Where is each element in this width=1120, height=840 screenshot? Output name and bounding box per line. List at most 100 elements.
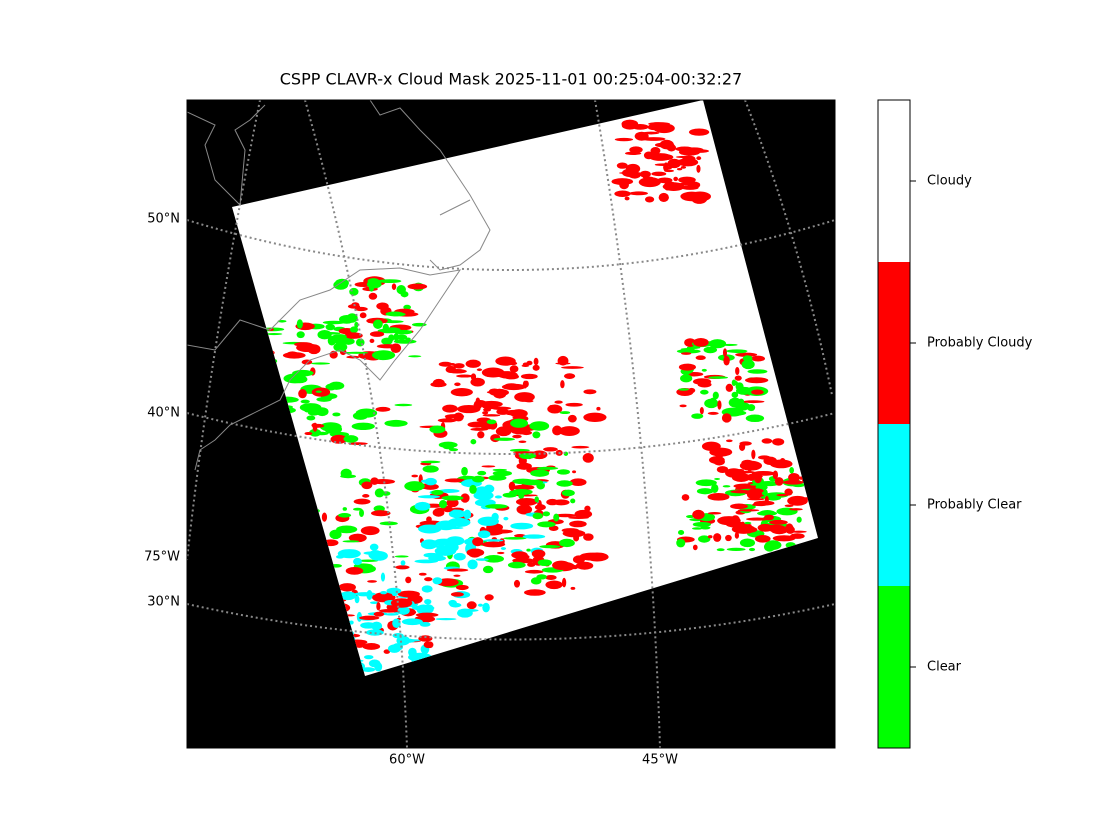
mask-patch (697, 381, 712, 388)
mask-patch (558, 426, 580, 436)
mask-patch (376, 601, 381, 611)
mask-patch (468, 550, 481, 558)
mask-patch (299, 403, 322, 412)
mask-patch (400, 560, 406, 566)
mask-patch (676, 167, 683, 171)
mask-patch (583, 533, 594, 541)
mask-patch (505, 357, 513, 365)
mask-patch (520, 455, 533, 460)
mask-patch (484, 594, 494, 601)
mask-patch (611, 178, 634, 185)
mask-patch (422, 465, 439, 473)
mask-patch (553, 513, 560, 522)
mask-patch (761, 438, 773, 444)
mask-patch (469, 484, 477, 494)
mask-patch (477, 402, 482, 409)
mask-patch (371, 350, 396, 361)
mask-patch (680, 352, 692, 355)
mask-patch (374, 488, 385, 498)
mask-patch (573, 534, 580, 542)
mask-patch (556, 480, 573, 487)
mask-patch (482, 565, 494, 574)
mask-patch (379, 609, 400, 613)
mask-patch (530, 469, 550, 477)
mask-patch (764, 540, 782, 550)
meridian (594, 100, 661, 748)
lon-label: 45°W (642, 753, 678, 768)
mask-patch (526, 548, 531, 552)
mask-patch (353, 498, 371, 505)
colorbar-swatch (878, 100, 910, 262)
mask-patch (397, 590, 420, 598)
mask-patch (614, 137, 634, 142)
mask-patch (722, 485, 731, 488)
mask-patch (441, 495, 464, 501)
mask-patch (647, 124, 659, 131)
mask-patch (731, 391, 739, 398)
mask-patch (342, 337, 355, 345)
mask-patch (362, 494, 370, 498)
mask-patch (680, 166, 687, 169)
mask-patch (678, 363, 696, 371)
mask-patch (343, 435, 359, 443)
mask-patch (369, 550, 388, 561)
mask-patch (496, 551, 505, 555)
mask-patch (342, 507, 347, 511)
mask-patch (360, 526, 380, 536)
mask-patch (712, 391, 719, 400)
mask-patch (721, 413, 732, 423)
mask-patch (524, 380, 529, 388)
mask-patch (532, 512, 543, 520)
mask-patch (751, 355, 765, 362)
mask-patch (384, 613, 399, 616)
mask-patch (583, 412, 607, 422)
mask-patch (561, 489, 575, 497)
mask-patch (691, 413, 704, 419)
mask-patch (657, 177, 673, 184)
mask-patch (554, 513, 577, 518)
mask-patch (714, 477, 721, 480)
mask-patch (333, 342, 348, 352)
mask-patch (701, 368, 707, 372)
mask-patch (678, 176, 696, 184)
mask-patch (751, 449, 756, 460)
mask-patch (560, 380, 565, 389)
mask-patch (520, 373, 538, 380)
mask-patch (764, 514, 774, 521)
mask-patch (434, 541, 455, 545)
mask-patch (447, 369, 467, 374)
mask-patch (700, 389, 709, 395)
mask-patch (739, 441, 752, 446)
mask-patch (631, 169, 636, 172)
mask-patch (677, 158, 699, 167)
mask-patch (384, 327, 401, 333)
mask-patch (537, 521, 556, 528)
mask-patch (482, 411, 489, 415)
mask-patch (348, 533, 367, 543)
mask-patch (707, 493, 730, 501)
mask-patch (453, 574, 461, 577)
mask-patch (696, 156, 702, 161)
mask-patch (565, 402, 583, 407)
mask-patch (453, 552, 466, 561)
mask-patch (572, 470, 577, 474)
mask-patch (438, 489, 460, 493)
mask-patch (735, 366, 740, 376)
mask-patch (725, 410, 747, 416)
mask-patch (680, 374, 693, 383)
mask-patch (707, 512, 722, 515)
mask-patch (370, 510, 391, 517)
mask-patch (754, 535, 771, 543)
colorbar-frame (877, 99, 911, 749)
mask-patch (735, 352, 758, 357)
mask-patch (467, 559, 478, 570)
mask-patch (342, 540, 360, 543)
mask-patch (500, 547, 507, 550)
mask-patch (415, 612, 439, 618)
mask-patch (745, 377, 769, 384)
mask-patch (692, 509, 705, 520)
mask-patch (338, 583, 356, 592)
mask-patch (483, 407, 492, 412)
mask-patch (512, 434, 522, 439)
mask-patch (513, 579, 521, 588)
